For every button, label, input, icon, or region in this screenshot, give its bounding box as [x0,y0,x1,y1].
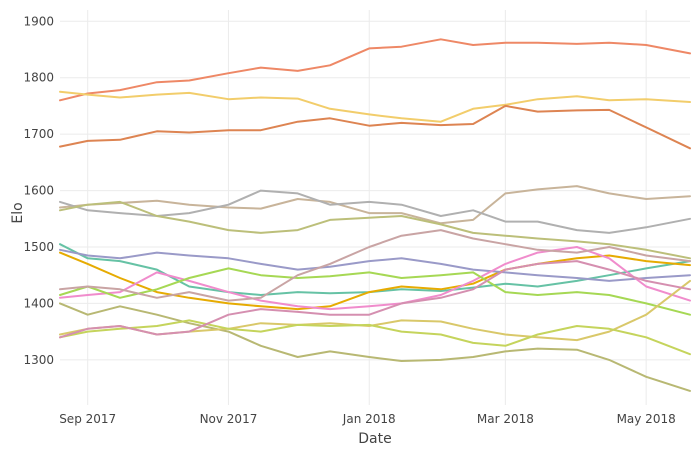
series-line-5 [59,189,691,234]
series-line-16 [59,229,691,302]
y-tick-label: 1400 [23,296,54,310]
series-line-2 [59,90,691,123]
y-tick-label: 1500 [23,240,54,254]
series-line-9 [59,248,691,282]
x-axis-title: Date [358,431,391,447]
y-tick-label: 1700 [23,127,54,141]
series-line-14 [59,319,691,356]
x-tick-label: May 2018 [617,412,676,426]
y-tick-label: 1300 [23,353,54,367]
series-line-6 [59,200,691,260]
series-group [59,38,691,392]
series-line-7 [59,243,691,296]
y-tick-label: 1600 [23,184,54,198]
series-line-12 [59,302,691,392]
series-line-11 [59,267,691,316]
x-tick-label: Sep 2017 [59,412,116,426]
series-line-15 [59,260,691,339]
y-axis-title: Elo [10,202,26,223]
grid [60,10,690,405]
x-tick-label: Jan 2018 [342,412,396,426]
series-line-4 [59,185,691,225]
series-line-10 [59,246,691,311]
x-tick-label: Nov 2017 [200,412,258,426]
y-tick-label: 1800 [23,71,54,85]
series-line-3 [59,104,691,150]
y-tick-label: 1900 [23,14,54,28]
y-axis-ticks: 1300 1400 1500 1600 1700 1800 1900 [23,14,54,367]
series-line-8 [59,251,691,311]
series-line-1 [59,38,691,102]
x-tick-label: Mar 2018 [477,412,534,426]
x-axis-ticks: Sep 2017 Nov 2017 Jan 2018 Mar 2018 May 2018 [59,412,676,426]
